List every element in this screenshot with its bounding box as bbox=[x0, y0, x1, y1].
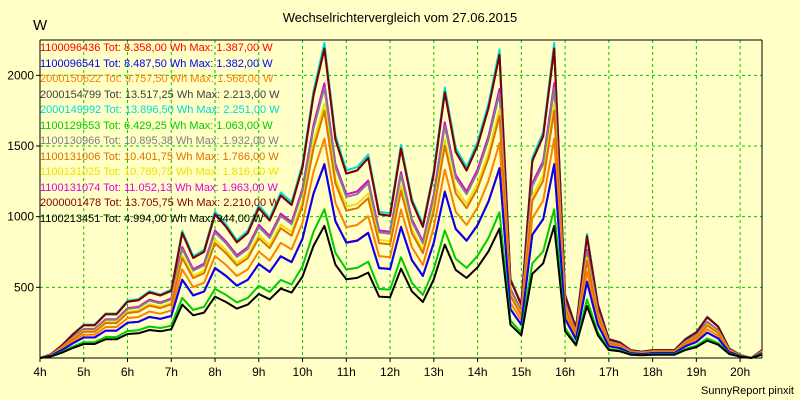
legend-entry: 1100131074 Tot: 11.052,13 Wh Max: 1.963,… bbox=[40, 181, 278, 194]
tick-label-x: 16h bbox=[555, 365, 575, 379]
legend-entry: 2000149992 Tot: 13.896,50 Wh Max: 2.251,… bbox=[40, 104, 280, 116]
tick-label-x: 18h bbox=[643, 365, 663, 379]
credit: SunnyReport pinxit bbox=[701, 385, 794, 397]
legend-entry: 2000001478 Tot: 13.705,75 Wh Max: 2.210,… bbox=[40, 197, 280, 209]
tick-label-y: 1000 bbox=[7, 210, 34, 224]
legend-entry: 1100131006 Tot: 10.401,75 Wh Max: 1.766,… bbox=[40, 150, 279, 163]
tick-label-x: 11h bbox=[337, 365, 356, 379]
tick-label-x: 19h bbox=[686, 365, 706, 379]
series-line-1100213451 bbox=[39, 224, 763, 359]
legend-entry: 2000154799 Tot: 13.517,25 Wh Max: 2.213,… bbox=[40, 88, 280, 101]
legend-entry: 1100129553 Tot: 6.429,25 Wh Max: 1.063,0… bbox=[40, 119, 273, 132]
tick-label-x: 9h bbox=[252, 365, 265, 379]
tick-label-x: 15h bbox=[511, 365, 531, 379]
tick-label-x: 5h bbox=[77, 365, 90, 379]
tick-label-y: 1500 bbox=[7, 139, 34, 153]
series-line-1100129553 bbox=[39, 208, 763, 359]
tick-label-x: 6h bbox=[121, 365, 134, 379]
legend-entry: 1100130966 Tot: 10.895,38 Wh Max: 1.932,… bbox=[40, 135, 279, 147]
tick-label-x: 14h bbox=[468, 365, 488, 379]
tick-label-x: 7h bbox=[165, 365, 178, 379]
tick-label-y: 500 bbox=[14, 280, 34, 294]
tick-label-x: 8h bbox=[208, 365, 221, 379]
legend-entry: 1100213451 Tot: 4.994,00 Wh Max: 944,00 … bbox=[40, 212, 264, 225]
tick-label-x: 10h bbox=[293, 365, 313, 379]
tick-label-x: 20h bbox=[730, 365, 750, 379]
legend-entry: 1100131025 Tot: 10.789,75 Wh Max: 1.816,… bbox=[40, 166, 279, 178]
legend-entry: 2000150622 Tot: 9.757,50 Wh Max: 1.568,0… bbox=[40, 73, 274, 85]
tick-label-x: 4h bbox=[33, 365, 46, 379]
legend: 1100096436 Tot: 8.358,00 Wh Max: 1.387,0… bbox=[40, 41, 280, 227]
tick-label-x: 13h bbox=[424, 365, 444, 379]
legend-entry: 1100096541 Tot: 8.487,50 Wh Max: 1.382,0… bbox=[40, 57, 273, 70]
tick-label-x: 12h bbox=[380, 365, 400, 379]
tick-label-y: 2000 bbox=[7, 68, 34, 82]
tick-label-x: 17h bbox=[599, 365, 619, 379]
y-axis-label: W bbox=[33, 17, 48, 34]
legend-entry: 1100096436 Tot: 8.358,00 Wh Max: 1.387,0… bbox=[40, 42, 273, 54]
chart-title: Wechselrichtervergleich vom 27.06.2015 bbox=[283, 10, 518, 25]
